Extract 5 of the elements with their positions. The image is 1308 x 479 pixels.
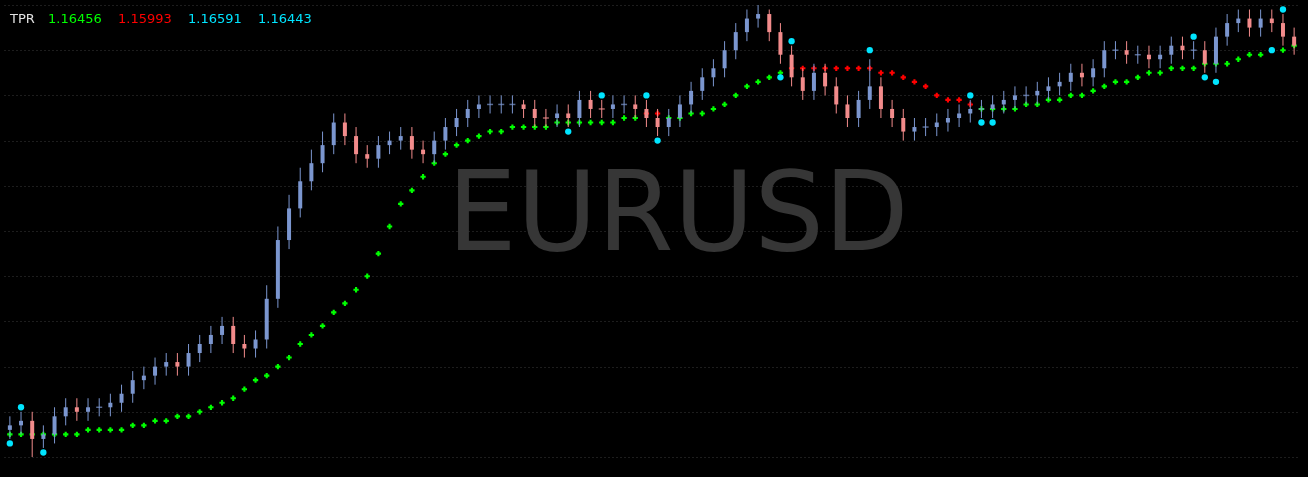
text: 1.16456 [48,11,102,26]
text: 1.16443 [258,11,312,26]
legend-title: TPR [9,11,35,26]
text: 1.16591 [188,11,242,26]
text: 1.15993 [118,11,172,26]
